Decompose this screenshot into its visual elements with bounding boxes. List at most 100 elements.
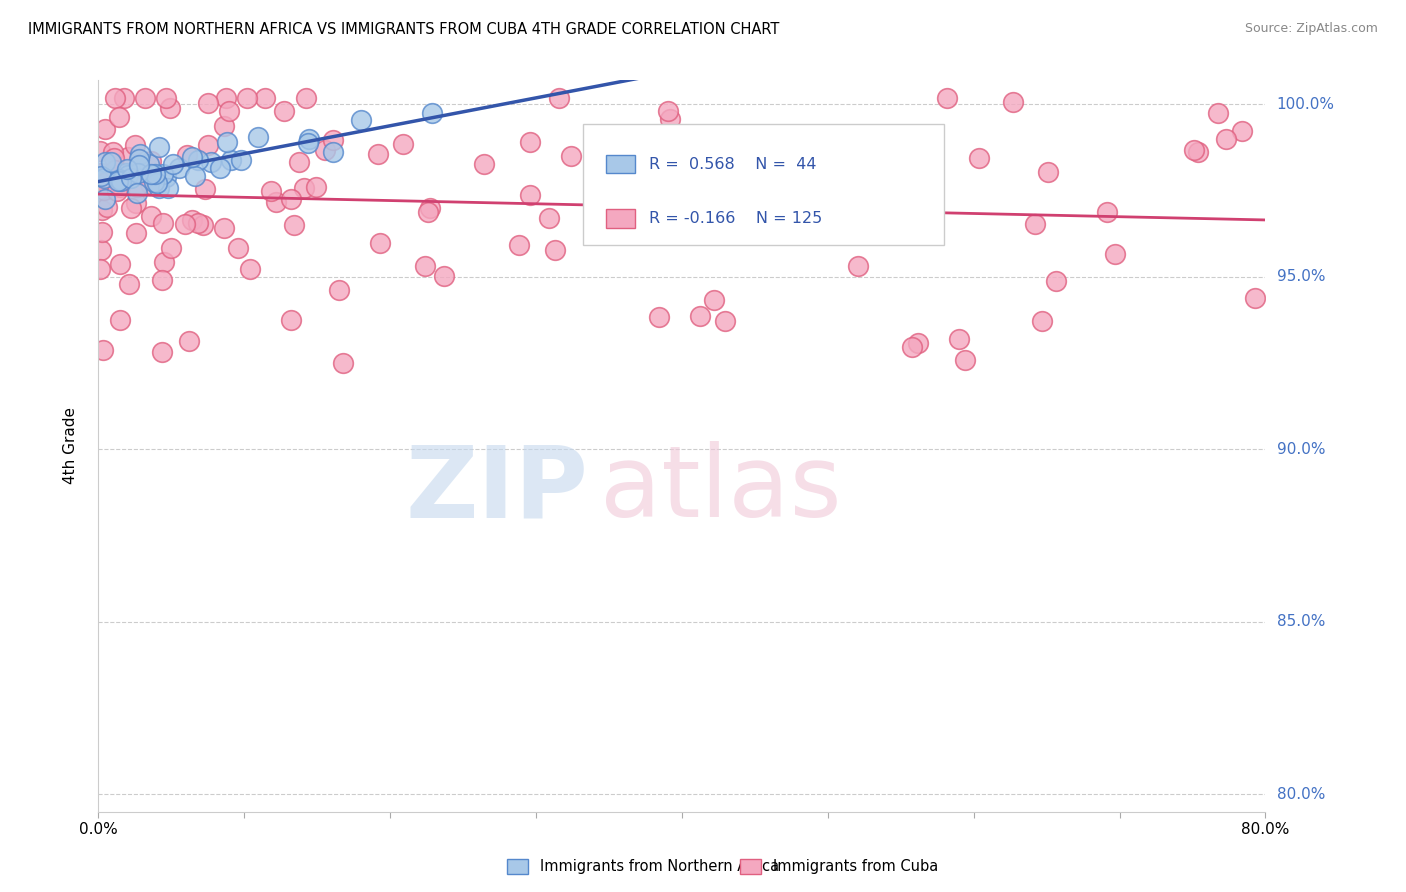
Point — [848, 259, 870, 273]
Point — [94, 155, 117, 169]
Point — [322, 133, 344, 147]
Point — [305, 179, 328, 194]
Point — [114, 166, 136, 180]
Point — [194, 182, 217, 196]
Point — [197, 95, 219, 110]
Point — [1031, 314, 1053, 328]
Point — [280, 313, 302, 327]
Point — [212, 221, 235, 235]
Point — [124, 137, 146, 152]
Point — [773, 141, 796, 155]
Bar — [606, 155, 636, 173]
Point — [229, 153, 252, 168]
Point — [292, 180, 315, 194]
Point — [560, 149, 582, 163]
Point — [128, 152, 150, 166]
Point — [184, 169, 207, 183]
Point — [537, 211, 560, 225]
Point — [367, 146, 389, 161]
Point — [710, 206, 733, 220]
Point — [260, 184, 283, 198]
Point — [96, 200, 118, 214]
Point — [94, 175, 117, 189]
Point — [146, 176, 169, 190]
Point — [898, 219, 921, 234]
Point — [155, 90, 177, 104]
Point — [280, 192, 302, 206]
Point — [648, 310, 671, 324]
Point — [1104, 247, 1126, 261]
Point — [218, 104, 240, 119]
Point — [191, 218, 214, 232]
Text: IMMIGRANTS FROM NORTHERN AFRICA VS IMMIGRANTS FROM CUBA 4TH GRADE CORRELATION CH: IMMIGRANTS FROM NORTHERN AFRICA VS IMMIG… — [28, 22, 779, 37]
Point — [901, 340, 924, 354]
Point — [219, 153, 242, 168]
Point — [93, 183, 115, 197]
Point — [419, 201, 441, 215]
Point — [141, 167, 163, 181]
Point — [659, 112, 682, 127]
Point — [416, 205, 439, 219]
Point — [94, 122, 117, 136]
Point — [91, 343, 114, 357]
Text: Immigrants from Cuba: Immigrants from Cuba — [773, 859, 938, 874]
Point — [1045, 274, 1067, 288]
Point — [167, 161, 190, 175]
Point — [273, 104, 295, 119]
Point — [508, 238, 530, 252]
Point — [93, 171, 115, 186]
Text: 100.0%: 100.0% — [1277, 97, 1334, 112]
Point — [107, 174, 129, 188]
Point — [226, 241, 249, 255]
Point — [212, 119, 235, 133]
Point — [112, 90, 135, 104]
Point — [1182, 143, 1205, 157]
Point — [148, 140, 170, 154]
Point — [104, 90, 127, 104]
Point — [162, 157, 184, 171]
Point — [118, 277, 141, 291]
Point — [298, 132, 321, 146]
Point — [322, 145, 344, 160]
Point — [472, 157, 495, 171]
Point — [235, 90, 257, 104]
Point — [215, 90, 238, 104]
Point — [127, 166, 149, 180]
Point — [200, 155, 222, 169]
Point — [1024, 217, 1046, 231]
Point — [948, 332, 970, 346]
FancyBboxPatch shape — [582, 124, 945, 245]
Point — [125, 195, 148, 210]
Point — [288, 154, 311, 169]
Point — [519, 188, 541, 202]
Point — [89, 262, 111, 277]
Point — [90, 169, 112, 184]
Point — [148, 181, 170, 195]
Point — [96, 169, 118, 184]
Point — [1187, 145, 1209, 160]
Text: R =  0.568    N =  44: R = 0.568 N = 44 — [650, 157, 817, 171]
Point — [150, 273, 173, 287]
Point — [246, 129, 269, 144]
Point — [181, 150, 204, 164]
Point — [103, 145, 125, 159]
Y-axis label: 4th Grade: 4th Grade — [63, 408, 77, 484]
Text: 95.0%: 95.0% — [1277, 269, 1324, 285]
Point — [120, 170, 142, 185]
Point — [936, 90, 959, 104]
Text: 90.0%: 90.0% — [1277, 442, 1324, 457]
Point — [751, 177, 773, 191]
Point — [835, 182, 858, 196]
Point — [176, 147, 198, 161]
Point — [314, 143, 336, 157]
Text: Immigrants from Northern Africa: Immigrants from Northern Africa — [540, 859, 779, 874]
Point — [266, 195, 288, 210]
Point — [254, 90, 277, 104]
Point — [90, 243, 112, 257]
Point — [91, 226, 114, 240]
Point — [631, 210, 654, 224]
Point — [174, 217, 197, 231]
Point — [1038, 164, 1060, 178]
Point — [239, 261, 262, 276]
Point — [108, 172, 131, 186]
